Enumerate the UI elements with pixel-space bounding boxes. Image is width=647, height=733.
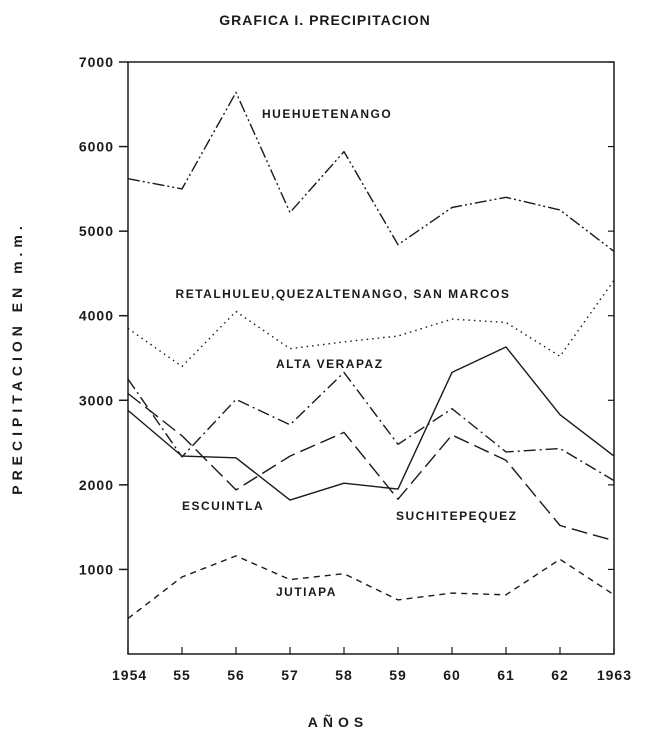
chart-title: GRAFICA I. PRECIPITACION [219,12,430,28]
series-label: ALTA VERAPAZ [276,357,384,371]
y-tick-label: 7000 [79,54,114,70]
series-line-escuintla [127,346,615,501]
x-tick-label: 61 [497,667,515,683]
y-tick-label: 2000 [79,477,114,493]
plot-frame [127,61,615,655]
y-tick-label: 3000 [79,392,114,408]
series-line-retalhuleu-quezaltenango-san-marcos [127,279,615,368]
series-labels: HUEHUETENANGO RETALHULEU,QUEZALTENANGO, S… [176,107,518,599]
y-tick-label: 1000 [79,561,114,577]
x-tick-label: 60 [443,667,461,683]
series-label: SUCHITEPEQUEZ [396,509,518,523]
y-axis-ticks: 1000 2000 3000 4000 5000 6000 7000 [79,54,614,577]
series-line-huehuetenango [127,91,615,252]
x-tick-label: 59 [389,667,407,683]
x-tick-label: 62 [551,667,569,683]
y-axis-label: PRECIPITACION EN m.m. [9,221,25,495]
series-line-alta-verapaz [127,371,615,482]
x-tick-label: 57 [281,667,299,683]
x-tick-label: 58 [335,667,353,683]
x-tick-label: 55 [173,667,191,683]
series-label: ESCUINTLA [182,499,264,513]
series-line-jutiapa [127,555,615,620]
y-tick-label: 4000 [79,308,114,324]
x-axis-label: AÑOS [308,713,368,730]
series-lines [127,91,615,620]
x-tick-label: 1954 [112,667,147,683]
series-label: JUTIAPA [276,585,337,599]
series-line-suchitepequez [127,392,615,542]
y-tick-label: 5000 [79,223,114,239]
y-tick-label: 6000 [79,139,114,155]
x-tick-label: 56 [227,667,245,683]
x-tick-label: 1963 [597,667,632,683]
series-label: HUEHUETENANGO [262,107,392,121]
series-label: RETALHULEU,QUEZALTENANGO, SAN MARCOS [176,287,511,301]
x-axis-ticks: 1954 55 56 57 58 59 60 61 62 1963 [112,647,632,683]
